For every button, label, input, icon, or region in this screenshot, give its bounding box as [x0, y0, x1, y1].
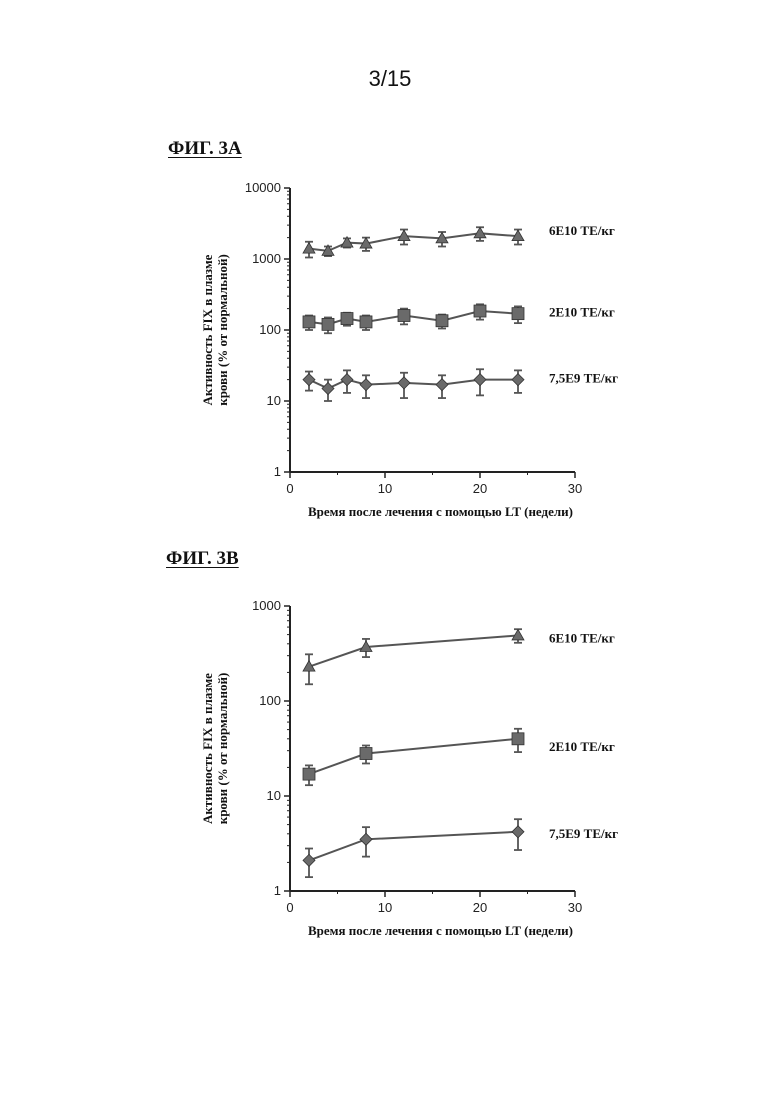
fig3b-series-label: 6E10 ТЕ/кг: [549, 630, 615, 645]
fig3b-y-axis-label-line: Активность FIX в плазме: [200, 673, 215, 824]
fig3a-series-label: 7,5E9 ТЕ/кг: [549, 371, 618, 386]
fig3b-y-axis-label-line: крови (% от нормальной): [215, 673, 230, 825]
fig3a-series-label: 2E10 ТЕ/кг: [549, 305, 615, 320]
fig3b-point: [512, 733, 524, 745]
fig3a-point: [341, 374, 353, 386]
fig3b-series-triangle: 6E10 ТЕ/кг: [303, 629, 615, 684]
fig3a-plot: 1 10 100 1000 10000 0 10 20 30 Время после лечени…: [200, 180, 618, 519]
fig3a-y-tick-label: 10000: [245, 180, 281, 195]
fig3a-point: [322, 382, 334, 394]
fig3b-x-axis-label: Время после лечения с помощью LT (недели…: [308, 923, 573, 938]
fig3b-y-tick-label: 100: [259, 693, 281, 708]
fig3a-point: [322, 318, 334, 330]
fig3a-series-line: [309, 233, 518, 251]
fig3a-x-axis-label: Время после лечения с помощью LT (недели…: [308, 504, 573, 519]
figure-3a-chart: 1 10 100 1000 10000 0 10 20 30 Время после лечени…: [0, 170, 780, 530]
fig3a-point: [474, 305, 486, 317]
fig3a-point: [512, 374, 524, 386]
fig3a-y-axis-label-line: Активность FIX в плазме: [200, 254, 215, 405]
fig3a-point: [474, 227, 486, 238]
fig3a-point: [360, 379, 372, 391]
fig3b-series-label: 2E10 ТЕ/кг: [549, 739, 615, 754]
fig3b-plot: 1 10 100 1000 0 10 20 30 Время после лечения с п…: [200, 598, 618, 938]
fig3b-point: [360, 833, 372, 845]
fig3b-point: [512, 826, 524, 838]
fig3a-point: [303, 374, 315, 386]
fig3a-point: [360, 316, 372, 328]
fig3a-x-tick-label: 20: [473, 481, 487, 496]
fig3a-series-square: 2E10 ТЕ/кг: [303, 304, 615, 333]
fig3a-series-label: 6E10 ТЕ/кг: [549, 223, 615, 238]
fig3a-point: [341, 313, 353, 325]
fig3b-point: [512, 629, 524, 640]
figure-3b-title: ФИГ. 3В: [166, 548, 239, 570]
fig3a-point: [512, 308, 524, 320]
fig3b-point: [360, 748, 372, 760]
fig3b-x-tick-label: 0: [286, 900, 293, 915]
fig3b-y-axis-label: Активность FIX в плазмекрови (% от норма…: [200, 673, 230, 825]
fig3a-point: [436, 379, 448, 391]
fig3a-point: [303, 243, 315, 254]
fig3b-series-line: [309, 832, 518, 861]
fig3b-y-tick-label: 10: [267, 788, 281, 803]
fig3b-y-tick-label: 1000: [252, 598, 281, 613]
fig3b-series-diamond: 7,5E9 ТЕ/кг: [303, 819, 618, 877]
fig3b-x-tick-label: 10: [378, 900, 392, 915]
fig3b-x-tick-label: 30: [568, 900, 582, 915]
figure-3b-chart: 1 10 100 1000 0 10 20 30 Время после лечения с п…: [0, 585, 780, 955]
fig3a-point: [436, 315, 448, 327]
fig3a-point: [398, 377, 410, 389]
page-number: 3/15: [0, 66, 780, 92]
fig3a-point: [303, 316, 315, 328]
fig3a-series-triangle: 6E10 ТЕ/кг: [303, 223, 615, 257]
fig3b-series-square: 2E10 ТЕ/кг: [303, 729, 615, 785]
fig3a-y-tick-label: 1: [274, 464, 281, 479]
fig3b-series-label: 7,5E9 ТЕ/кг: [549, 826, 618, 841]
fig3b-x-tick-label: 20: [473, 900, 487, 915]
fig3a-y-tick-label: 1000: [252, 251, 281, 266]
fig3b-series-line: [309, 739, 518, 774]
fig3a-point: [398, 310, 410, 322]
fig3b-series-line: [309, 635, 518, 666]
fig3b-point: [303, 768, 315, 780]
fig3a-y-tick-label: 10: [267, 393, 281, 408]
fig3a-x-tick-label: 0: [286, 481, 293, 496]
fig3b-point: [303, 854, 315, 866]
fig3a-x-tick-label: 30: [568, 481, 582, 496]
fig3a-y-tick-label: 100: [259, 322, 281, 337]
fig3a-x-tick-label: 10: [378, 481, 392, 496]
figure-3a-title: ФИГ. 3А: [168, 138, 242, 160]
fig3b-y-tick-label: 1: [274, 883, 281, 898]
fig3a-series-line: [309, 311, 518, 324]
fig3a-point: [398, 230, 410, 241]
fig3a-y-axis-label: Активность FIX в плазмекрови (% от норма…: [200, 254, 230, 406]
fig3a-series-line: [309, 380, 518, 389]
fig3a-point: [474, 374, 486, 386]
fig3a-series-diamond: 7,5E9 ТЕ/кг: [303, 369, 618, 401]
fig3a-y-axis-label-line: крови (% от нормальной): [215, 254, 230, 406]
